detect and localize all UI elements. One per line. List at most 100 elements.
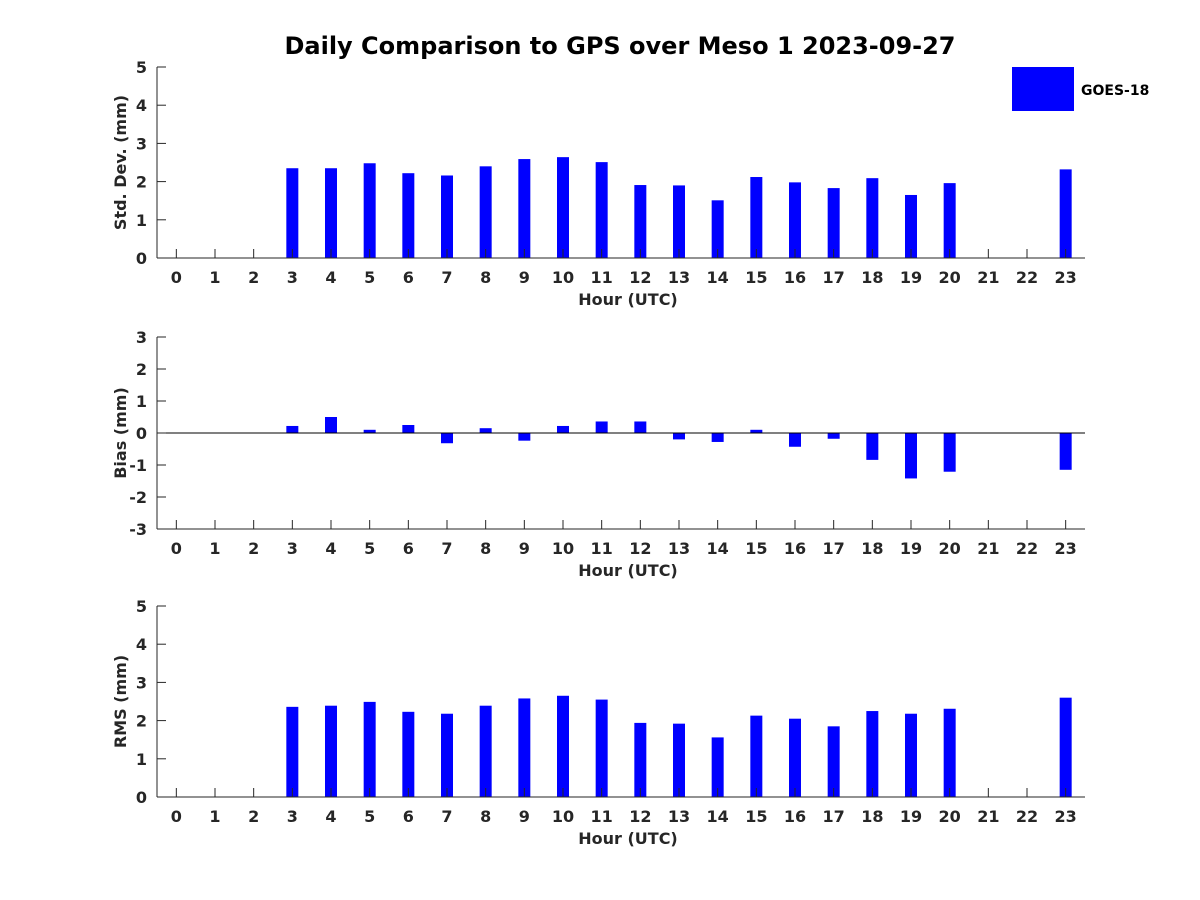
bias-bar-hour-14 [711,433,724,442]
bias-x-tick-label: 22 [1016,539,1038,558]
rms-bar-hour-20 [943,708,956,797]
rms-x-tick-label: 20 [939,807,961,826]
std-dev-bar-hour-23 [1059,169,1072,258]
rms-x-axis-title: Hour (UTC) [578,829,678,848]
std-dev-y-tick-label: 4 [136,96,147,115]
std-dev-x-tick-label: 3 [287,268,298,287]
rms-x-tick-label: 19 [900,807,922,826]
std-dev-x-tick-label: 21 [977,268,999,287]
bias-bar-hour-8 [479,428,492,433]
std-dev-x-tick-label: 12 [629,268,651,287]
std-dev-y-tick-label: 1 [136,211,147,230]
rms-x-tick-label: 17 [823,807,845,826]
rms-x-tick-label: 22 [1016,807,1038,826]
bias-bar-hour-19 [905,433,917,479]
rms-x-tick-label: 2 [248,807,259,826]
rms-bar-hour-14 [711,737,724,797]
bias-x-tick-label: 14 [707,539,729,558]
bias-x-tick-label: 21 [977,539,999,558]
bias-x-tick-label: 12 [629,539,651,558]
bias-y-tick-label: 3 [136,328,147,347]
bias-y-tick-label: 2 [136,360,147,379]
bias-bar-hour-16 [789,433,801,447]
std-dev-x-tick-label: 11 [591,268,613,287]
std-dev-x-tick-label: 20 [939,268,961,287]
bias-x-tick-label: 9 [519,539,530,558]
bias-bar-hour-5 [363,429,376,433]
std-dev-bar-hour-11 [595,162,608,258]
bias-x-tick-label: 5 [364,539,375,558]
rms-bar-hour-13 [673,723,685,797]
rms-x-tick-label: 6 [403,807,414,826]
bias-y-tick-label: -2 [129,488,147,507]
bias-bar-hour-23 [1059,433,1072,470]
std-dev-bar-hour-4 [325,168,337,258]
bias-bar-hour-17 [827,433,840,439]
bias-bar-hour-7 [441,433,453,444]
std-dev-bar-hour-5 [363,163,376,258]
std-dev-bar-hour-6 [402,173,415,258]
std-dev-x-tick-label: 10 [552,268,574,287]
rms-x-tick-label: 5 [364,807,375,826]
legend: GOES-18 [1012,67,1149,111]
bias-y-tick-label: -1 [129,456,147,475]
rms-y-tick-label: 4 [136,635,147,654]
rms-x-tick-label: 15 [745,807,767,826]
bias-bar-hour-18 [866,433,879,460]
std-dev-x-tick-label: 7 [441,268,452,287]
rms-x-tick-label: 21 [977,807,999,826]
rms-bar-hour-10 [557,695,569,797]
std-dev-bar-hour-3 [286,168,299,258]
rms-bar-hour-6 [402,711,415,797]
bias-x-tick-label: 17 [823,539,845,558]
rms-y-tick-label: 0 [136,788,147,807]
std-dev-x-tick-label: 22 [1016,268,1038,287]
rms-bar-hour-23 [1059,697,1072,797]
std-dev-bar-hour-13 [673,185,685,258]
std-dev-x-tick-label: 15 [745,268,767,287]
bias-y-tick-label: 0 [136,424,147,443]
std-dev-bar-hour-18 [866,178,879,258]
std-dev-x-tick-label: 23 [1055,268,1077,287]
rms-bar-hour-5 [363,701,376,797]
rms-x-tick-label: 0 [171,807,182,826]
bias-x-tick-label: 1 [209,539,220,558]
rms-x-tick-label: 10 [552,807,574,826]
std-dev-bar-hour-20 [943,183,956,258]
rms-bar-hour-8 [479,705,492,797]
std-dev-bar-hour-19 [905,194,917,258]
bias-bar-hour-20 [943,433,956,472]
bias-x-tick-label: 20 [939,539,961,558]
std-dev-x-tick-label: 13 [668,268,690,287]
std-dev-x-tick-label: 9 [519,268,530,287]
rms-bar-hour-11 [595,699,608,797]
rms-x-tick-label: 4 [325,807,336,826]
rms-x-tick-label: 12 [629,807,651,826]
rms-x-tick-label: 8 [480,807,491,826]
rms-bar-hour-19 [905,713,917,797]
std-dev-y-tick-label: 0 [136,249,147,268]
std-dev-x-tick-label: 2 [248,268,259,287]
rms-x-tick-label: 18 [861,807,883,826]
bias-x-axis-title: Hour (UTC) [578,561,678,580]
bias-bar-hour-15 [750,429,763,433]
std-dev-x-tick-label: 1 [209,268,220,287]
std-dev-bar-hour-9 [518,159,531,258]
std-dev-bar-hour-10 [557,157,569,258]
std-dev-x-tick-label: 14 [707,268,729,287]
std-dev-y-tick-label: 2 [136,173,147,192]
std-dev-bar-hour-14 [711,200,724,258]
chart-title: Daily Comparison to GPS over Meso 1 2023… [284,32,955,60]
rms-y-tick-label: 3 [136,673,147,692]
rms-bar-hour-12 [634,722,647,797]
std-dev-y-tick-label: 5 [136,58,147,77]
bias-x-tick-label: 8 [480,539,491,558]
rms-y-tick-label: 5 [136,597,147,616]
std-dev-x-axis-title: Hour (UTC) [578,290,678,309]
bias-x-tick-label: 11 [591,539,613,558]
bias-x-tick-label: 23 [1055,539,1077,558]
rms-bar-hour-9 [518,698,531,797]
std-dev-bar-hour-16 [789,182,801,258]
legend-label-goes-18: GOES-18 [1081,83,1149,99]
